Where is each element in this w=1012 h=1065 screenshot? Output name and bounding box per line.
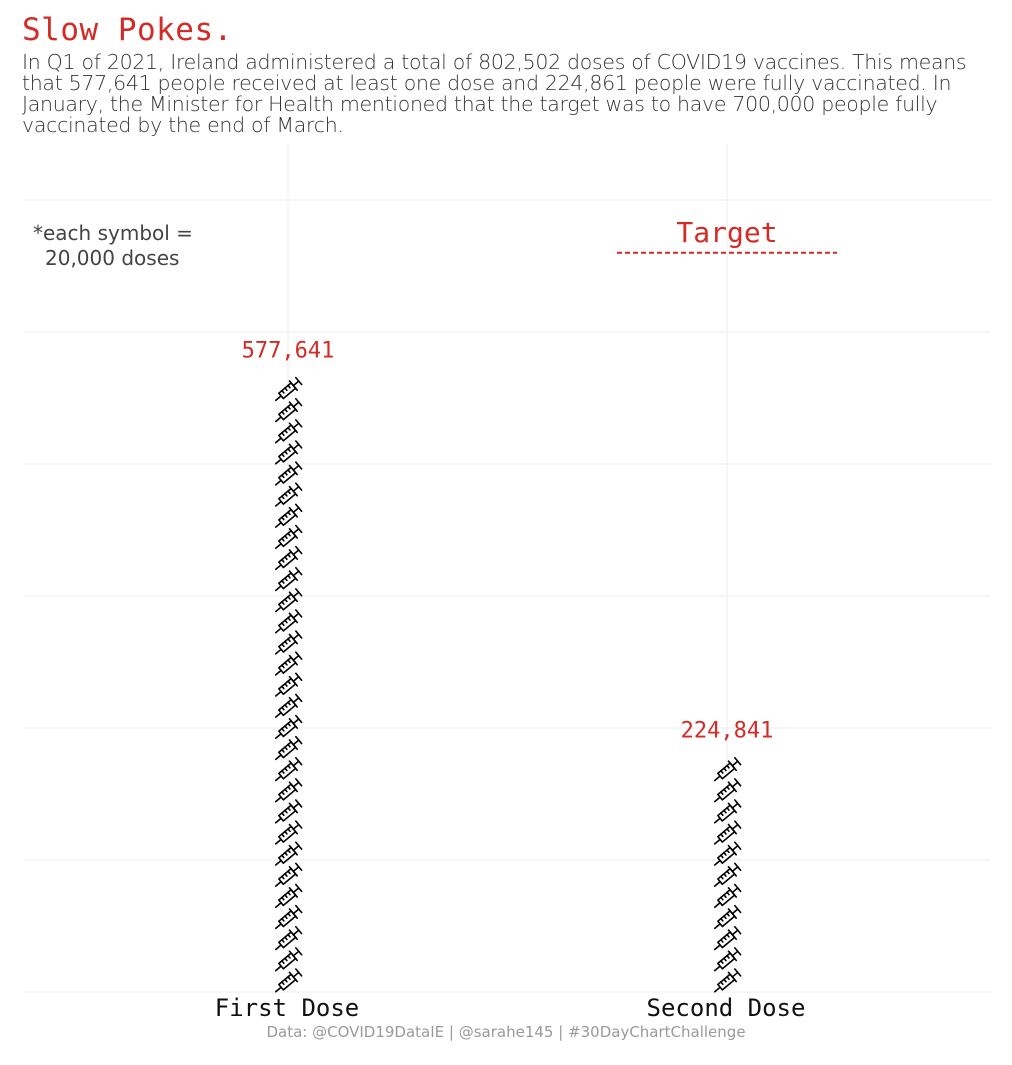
data-source-caption: Data: @COVID19DataIE | @sarahe145 | #30D…	[266, 1023, 746, 1041]
symbol-note-line-1: *each symbol =	[33, 221, 193, 245]
chart-title: Slow Pokes.	[22, 12, 233, 48]
pictogram-chart: 577,641 First Dose 224,841 Second Dose Targe…	[24, 144, 990, 1020]
x-tick-label: First Dose	[215, 994, 360, 1020]
chart-subtitle: In Q1 of 2021, Ireland administered a to…	[22, 50, 967, 137]
target-label: Target	[676, 216, 777, 249]
value-label: 577,641	[242, 339, 335, 364]
x-tick-label: Second Dose	[647, 994, 806, 1020]
symbol-note-line-2: 20,000 doses	[45, 246, 179, 270]
value-label: 224,841	[681, 719, 774, 744]
